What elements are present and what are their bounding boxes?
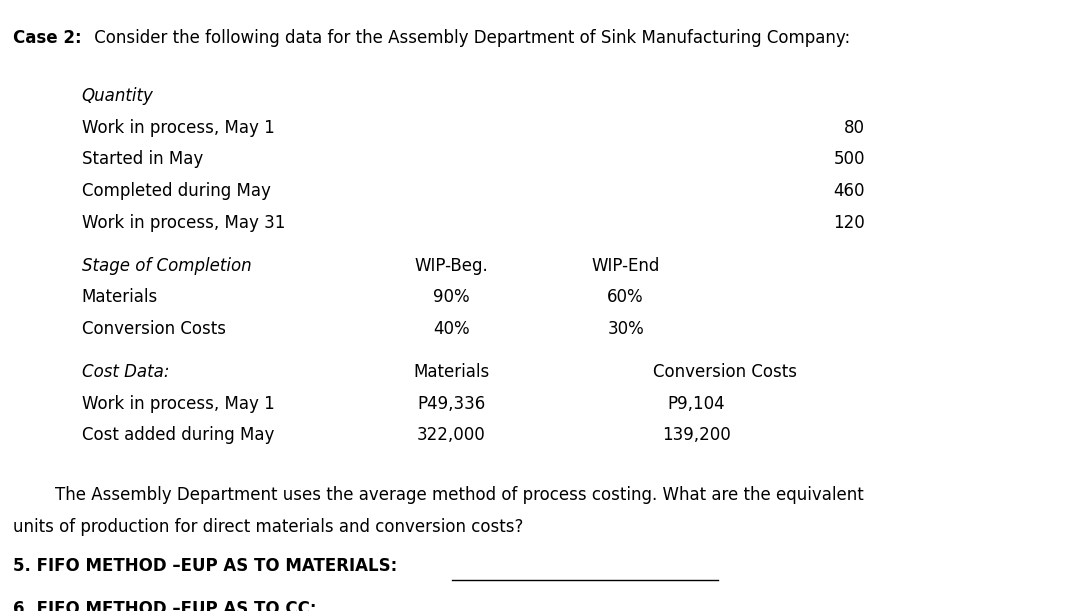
Text: 6. FIFO METHOD –EUP AS TO CC:: 6. FIFO METHOD –EUP AS TO CC:	[13, 600, 317, 611]
Text: 80: 80	[844, 119, 865, 136]
Text: units of production for direct materials and conversion costs?: units of production for direct materials…	[13, 518, 523, 535]
Text: Work in process, May 1: Work in process, May 1	[82, 119, 274, 136]
Text: Work in process, May 1: Work in process, May 1	[82, 395, 274, 412]
Text: Cost added during May: Cost added during May	[82, 426, 274, 444]
Text: Conversion Costs: Conversion Costs	[82, 320, 225, 338]
Text: The Assembly Department uses the average method of process costing. What are the: The Assembly Department uses the average…	[13, 486, 864, 503]
Text: 40%: 40%	[433, 320, 470, 338]
Text: 5. FIFO METHOD –EUP AS TO MATERIALS:: 5. FIFO METHOD –EUP AS TO MATERIALS:	[13, 557, 397, 575]
Text: 322,000: 322,000	[417, 426, 486, 444]
Text: 60%: 60%	[607, 288, 644, 306]
Text: 460: 460	[833, 182, 865, 200]
Text: Work in process, May 31: Work in process, May 31	[82, 214, 285, 232]
Text: 30%: 30%	[607, 320, 644, 338]
Text: 139,200: 139,200	[662, 426, 731, 444]
Text: Stage of Completion: Stage of Completion	[82, 257, 251, 274]
Text: WIP-Beg.: WIP-Beg.	[415, 257, 489, 274]
Text: Materials: Materials	[82, 288, 158, 306]
Text: 500: 500	[833, 150, 865, 168]
Text: WIP-End: WIP-End	[592, 257, 659, 274]
Text: Case 2:: Case 2:	[13, 29, 82, 47]
Text: 90%: 90%	[433, 288, 470, 306]
Text: P9,104: P9,104	[668, 395, 725, 412]
Text: Consider the following data for the Assembly Department of Sink Manufacturing Co: Consider the following data for the Asse…	[89, 29, 851, 47]
Text: P49,336: P49,336	[418, 395, 485, 412]
Text: Cost Data:: Cost Data:	[82, 363, 169, 381]
Text: Completed during May: Completed during May	[82, 182, 271, 200]
Text: Started in May: Started in May	[82, 150, 202, 168]
Text: Conversion Costs: Conversion Costs	[653, 363, 796, 381]
Text: Materials: Materials	[413, 363, 490, 381]
Text: 120: 120	[833, 214, 865, 232]
Text: Quantity: Quantity	[82, 87, 153, 104]
